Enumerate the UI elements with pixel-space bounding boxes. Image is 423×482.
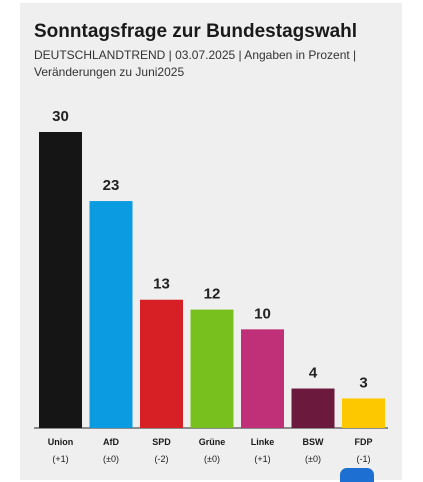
chart-title: Sonntagsfrage zur Bundestagswahl [34, 21, 358, 42]
change-label-fdp: (-1) [357, 454, 371, 464]
category-label-grüne: Grüne [199, 437, 226, 447]
bar-chart: 30 Union (+1) 23 AfD (±0) 13 SPD (-2) 12 Grüne (±0)… [34, 108, 388, 464]
bar-fdp [342, 398, 385, 428]
bar-spd [140, 299, 183, 428]
bar-afd [89, 201, 133, 428]
category-label-bsw: BSW [303, 437, 325, 447]
change-label-union: (+1) [52, 454, 68, 464]
value-label-grüne: 12 [204, 286, 221, 303]
change-label-linke: (+1) [254, 454, 270, 464]
chart-subtitle: DEUTSCHLANDTREND | 03.07.2025 | Angaben … [34, 48, 357, 79]
value-label-union: 30 [52, 108, 69, 125]
bar-linke [241, 329, 284, 428]
category-label-spd: SPD [152, 437, 171, 447]
category-label-afd: AfD [103, 437, 119, 447]
chart-card: Sonntagsfrage zur Bundestagswahl DEUTSCH… [20, 3, 402, 480]
bar-grüne [190, 309, 234, 428]
broadcaster-logo-icon [340, 468, 374, 482]
value-label-spd: 13 [153, 276, 170, 293]
category-label-linke: Linke [251, 437, 275, 447]
category-label-union: Union [48, 437, 74, 447]
value-label-fdp: 3 [359, 374, 367, 391]
bars-group: 30 Union (+1) 23 AfD (±0) 13 SPD (-2) 12 Grüne (±0)… [39, 108, 385, 464]
bar-union [39, 132, 82, 428]
change-label-grüne: (±0) [204, 454, 220, 464]
bar-bsw [291, 388, 335, 428]
value-label-linke: 10 [254, 305, 271, 322]
value-label-afd: 23 [103, 177, 120, 194]
category-label-fdp: FDP [355, 437, 373, 447]
change-label-spd: (-2) [155, 454, 169, 464]
change-label-bsw: (±0) [305, 454, 321, 464]
change-label-afd: (±0) [103, 454, 119, 464]
value-label-bsw: 4 [309, 365, 318, 382]
